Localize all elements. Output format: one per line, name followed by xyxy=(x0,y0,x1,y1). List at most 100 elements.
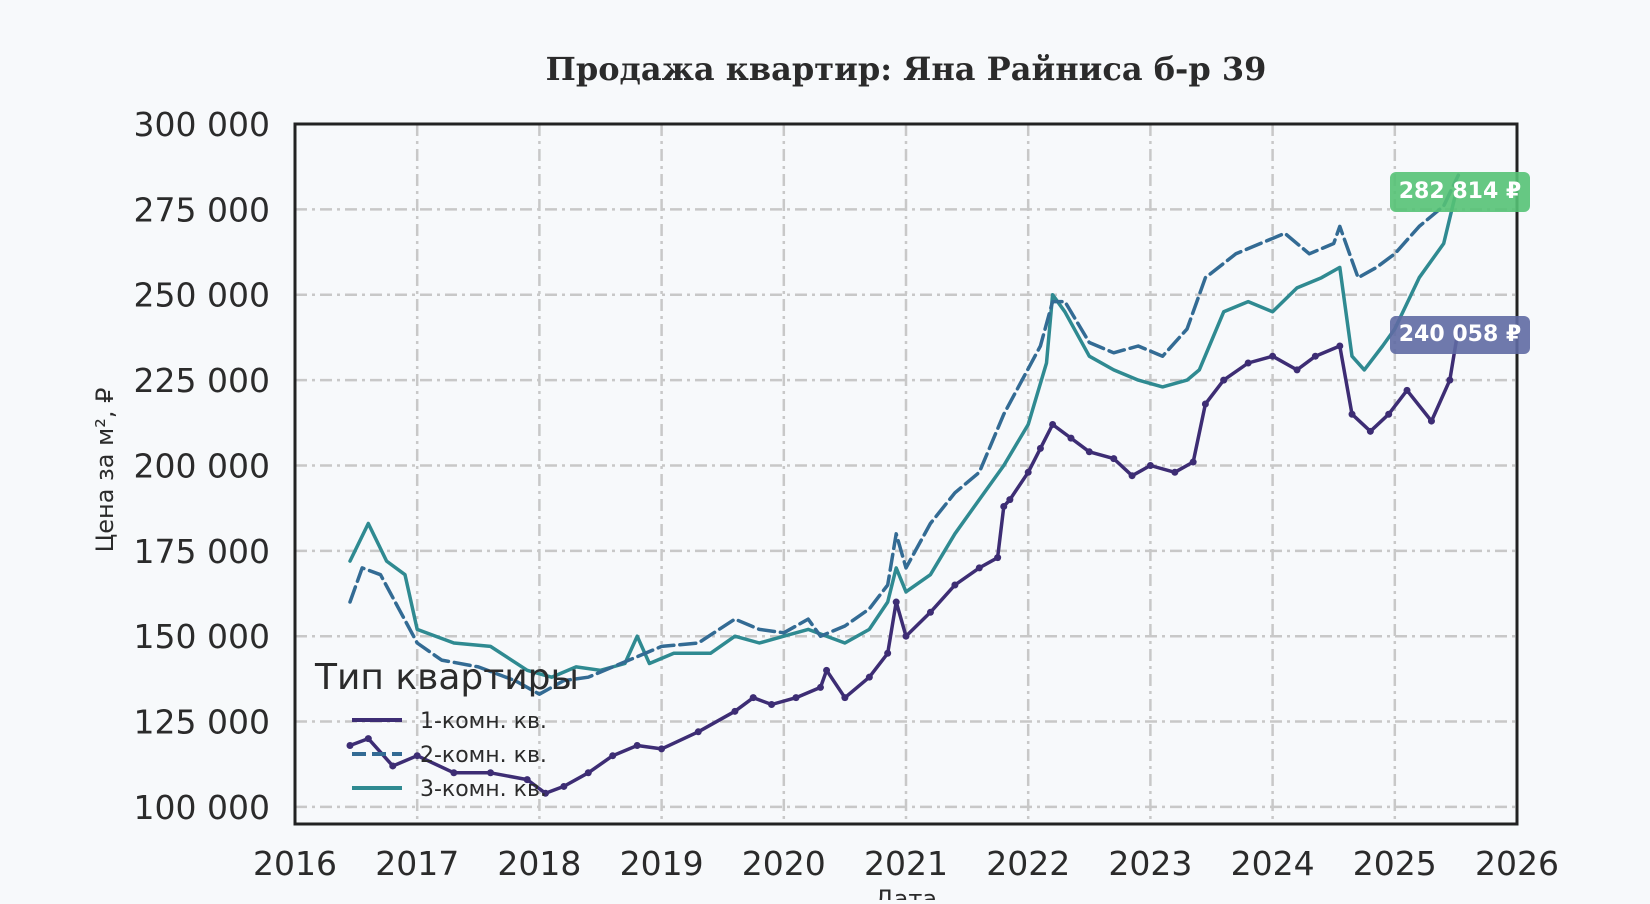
y-tick-label: 250 000 xyxy=(134,276,270,315)
data-point xyxy=(389,762,397,770)
data-point xyxy=(951,581,959,589)
data-point xyxy=(1067,434,1075,442)
series-line xyxy=(348,173,1461,696)
data-point xyxy=(902,632,910,640)
data-point xyxy=(1128,472,1136,480)
data-point xyxy=(487,769,495,777)
data-point xyxy=(1293,366,1301,374)
y-tick-label: 100 000 xyxy=(134,788,270,827)
x-tick-label: 2024 xyxy=(1231,844,1315,883)
data-point xyxy=(450,769,458,777)
data-point xyxy=(1269,352,1277,360)
data-point xyxy=(1049,420,1057,428)
data-point xyxy=(609,752,617,760)
legend: Тип квартиры 1-комн. кв. 2-комн. кв. 3-к… xyxy=(314,657,579,802)
data-point xyxy=(1000,502,1008,510)
y-tick-label: 200 000 xyxy=(134,446,270,485)
data-point xyxy=(694,728,702,736)
badge-last-price-1room: 240 058 ₽ xyxy=(1390,316,1530,354)
data-point xyxy=(1336,342,1344,350)
x-tick-label: 2017 xyxy=(375,844,459,883)
data-point xyxy=(1366,427,1374,435)
badge-3room-bg xyxy=(1390,172,1530,212)
x-axis-ticks: 2016 2017 2018 2019 2020 2021 2022 2023 2024 2025… xyxy=(253,844,1559,883)
data-point xyxy=(1385,410,1393,418)
legend-label-1room: 1-комн. кв. xyxy=(420,709,547,734)
badge-1room-text: 240 058 ₽ xyxy=(1399,322,1521,347)
data-point xyxy=(1036,444,1044,452)
legend-label-3room: 3-комн. кв. xyxy=(420,777,547,802)
series-line xyxy=(348,180,1461,679)
y-tick-label: 175 000 xyxy=(134,532,270,571)
data-point xyxy=(1311,352,1319,360)
x-tick-label: 2018 xyxy=(497,844,581,883)
grid-lines xyxy=(295,124,1517,824)
x-tick-label: 2023 xyxy=(1108,844,1192,883)
y-tick-label: 125 000 xyxy=(134,703,270,742)
x-tick-label: 2020 xyxy=(742,844,826,883)
data-point xyxy=(792,694,800,702)
data-point xyxy=(1220,376,1228,384)
data-point xyxy=(346,741,354,749)
data-point xyxy=(1348,410,1356,418)
legend-item-3room: 3-комн. кв. xyxy=(352,777,547,802)
plot-frame xyxy=(293,122,1519,826)
data-point xyxy=(658,745,666,753)
data-point xyxy=(542,789,550,797)
data-point xyxy=(865,673,873,681)
data-point xyxy=(768,700,776,708)
x-tick-label: 2021 xyxy=(864,844,948,883)
data-point xyxy=(560,782,568,790)
y-axis-label: Цена за м², ₽ xyxy=(91,388,119,553)
data-point xyxy=(994,554,1002,562)
badge-last-price-3room: 282 814 ₽ xyxy=(1390,172,1530,212)
data-point xyxy=(1446,376,1454,384)
data-point xyxy=(926,608,934,616)
data-point xyxy=(364,735,372,743)
legend-label-2room: 2-комн. кв. xyxy=(420,743,547,768)
y-tick-label: 300 000 xyxy=(134,105,270,144)
data-point xyxy=(1110,455,1118,463)
y-axis-ticks: 300 000 275 000 250 000 225 000 200 000 175 0… xyxy=(134,105,270,827)
data-point xyxy=(841,694,849,702)
chart-title: Продажа квартир: Яна Райниса б-р 39 xyxy=(546,50,1267,88)
data-point xyxy=(1085,448,1093,456)
data-point xyxy=(749,694,757,702)
x-tick-label: 2019 xyxy=(620,844,704,883)
legend-item-2room: 2-комн. кв. xyxy=(352,743,547,768)
data-point xyxy=(823,666,831,674)
data-point xyxy=(1171,468,1179,476)
data-point xyxy=(1189,458,1197,466)
y-tick-label: 150 000 xyxy=(134,617,270,656)
data-point xyxy=(1244,359,1252,367)
data-point xyxy=(731,707,739,715)
data-point xyxy=(413,752,421,760)
x-tick-label: 2016 xyxy=(253,844,337,883)
legend-item-1room: 1-комн. кв. xyxy=(352,709,547,734)
x-tick-label: 2025 xyxy=(1353,844,1437,883)
data-point xyxy=(1201,400,1209,408)
y-tick-label: 225 000 xyxy=(134,361,270,400)
data-point xyxy=(884,649,892,657)
data-point xyxy=(633,741,641,749)
data-point xyxy=(1006,496,1014,504)
legend-title: Тип квартиры xyxy=(314,657,579,698)
data-point xyxy=(816,683,824,691)
x-axis-label: Дата xyxy=(875,885,937,900)
x-tick-label: 2026 xyxy=(1475,844,1559,883)
y-tick-label: 275 000 xyxy=(134,190,270,229)
data-point xyxy=(1146,461,1154,469)
data-point xyxy=(1024,468,1032,476)
data-point xyxy=(523,776,531,784)
data-point xyxy=(892,598,900,606)
data-point xyxy=(1427,417,1435,425)
badge-3room-text: 282 814 ₽ xyxy=(1399,179,1521,204)
data-point xyxy=(584,769,592,777)
data-point xyxy=(1403,386,1411,394)
data-point xyxy=(975,564,983,572)
badge-1room-bg xyxy=(1390,316,1530,354)
series-layer xyxy=(346,173,1462,797)
x-tick-label: 2022 xyxy=(986,844,1070,883)
